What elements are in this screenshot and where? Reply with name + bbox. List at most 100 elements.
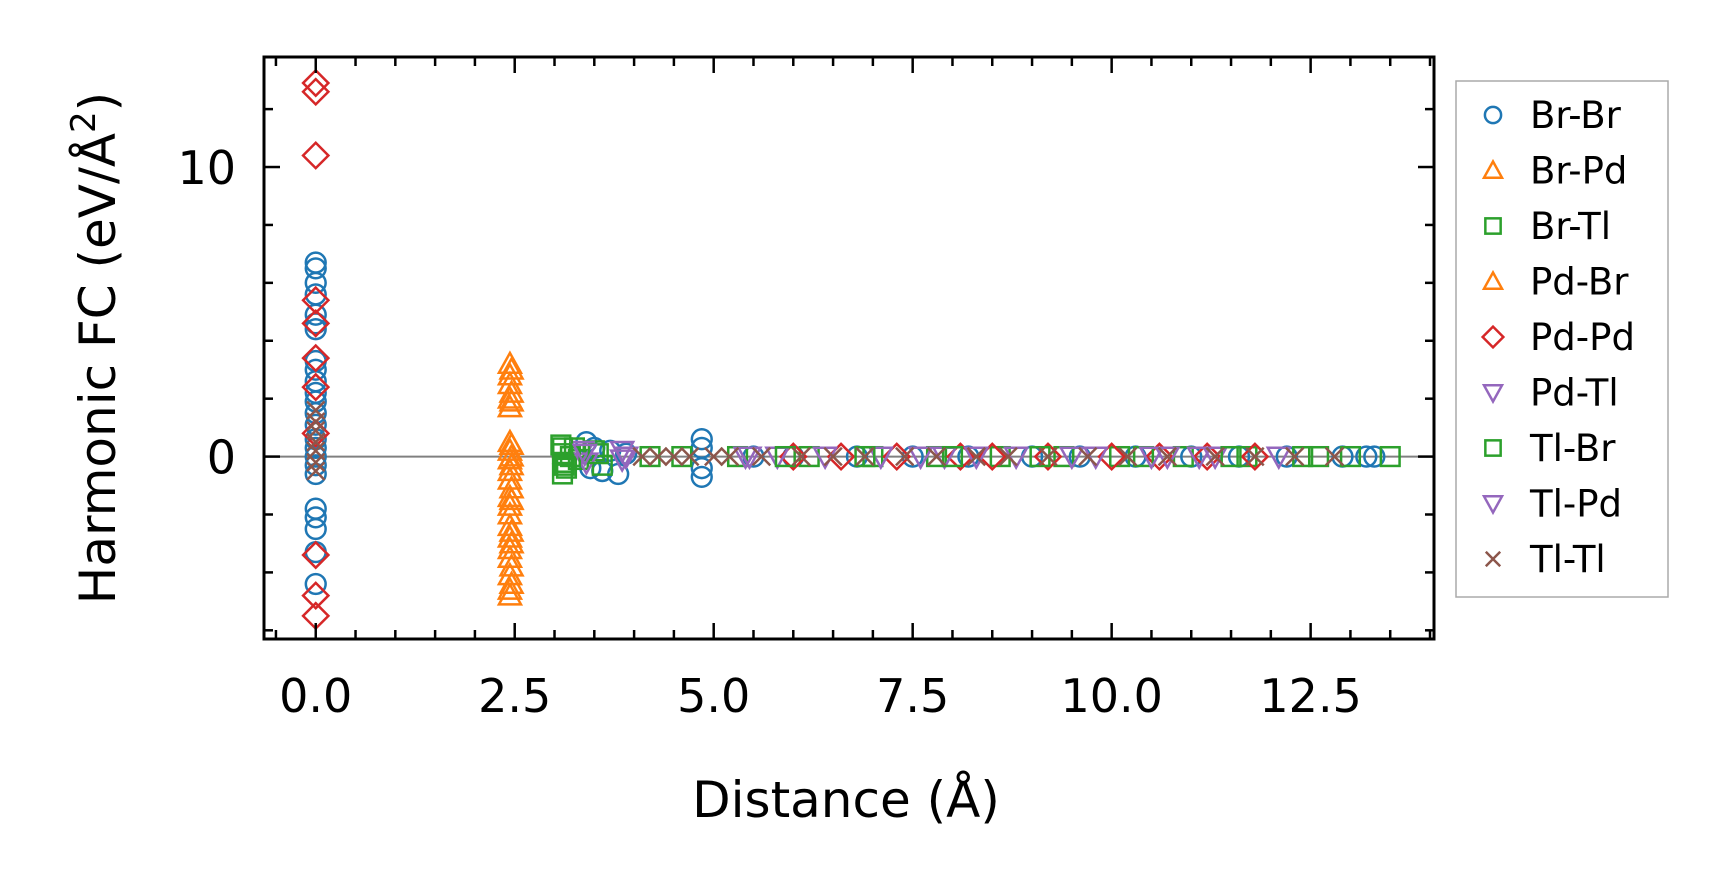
legend-label-tl-pd: Tl-Pd	[1529, 483, 1622, 526]
data-point	[1157, 446, 1178, 467]
data-point	[1324, 446, 1345, 467]
data-point	[301, 372, 331, 402]
data-point	[926, 446, 947, 467]
data-point	[498, 518, 525, 542]
data-point	[774, 445, 796, 468]
y-tick-label: 0	[207, 431, 236, 485]
data-point	[1355, 445, 1378, 468]
data-point	[591, 454, 613, 476]
data-point	[1240, 442, 1270, 471]
data-point	[791, 446, 811, 467]
data-point	[496, 581, 524, 606]
data-point	[690, 428, 713, 451]
data-point	[963, 446, 990, 471]
legend-marker-pd-br	[1481, 269, 1505, 290]
legend-label-pd-br: Pd-Br	[1530, 261, 1629, 304]
data-point	[1117, 446, 1138, 467]
legend-marker-pd-tl	[1481, 384, 1505, 405]
y-axis-label-superscript: 2	[64, 111, 104, 133]
data-point	[498, 529, 525, 554]
data-point	[966, 446, 987, 467]
data-point	[664, 446, 684, 467]
data-point	[304, 318, 327, 341]
data-point	[1339, 445, 1362, 468]
legend: Br-Br Br-Pd Br-Tl Pd-Br Pd-Pd Pd-Tl Tl-Br Tl-Pd…	[1455, 80, 1669, 598]
series-pd-pd	[301, 68, 1270, 631]
data-point	[498, 451, 525, 476]
x-tick-label: 10.0	[1060, 669, 1162, 723]
data-point	[306, 452, 326, 473]
data-point	[301, 343, 331, 373]
data-point	[854, 445, 876, 468]
data-point	[498, 387, 525, 412]
data-point	[306, 412, 326, 432]
data-point	[907, 446, 934, 471]
data-point	[719, 446, 740, 467]
data-point	[304, 454, 327, 477]
data-point	[304, 358, 327, 381]
data-point	[1307, 445, 1330, 468]
data-point	[301, 285, 331, 315]
data-point	[895, 446, 915, 467]
data-point	[301, 540, 331, 570]
data-point	[1138, 446, 1165, 471]
data-point	[301, 141, 331, 170]
legend-label-tl-br: Tl-Br	[1529, 427, 1616, 470]
legend-marker-pd-pd	[1480, 324, 1506, 350]
y-axis-label-close: )	[69, 92, 127, 112]
x-tick-label: 7.5	[876, 669, 949, 723]
data-point	[1205, 446, 1225, 467]
data-point	[496, 576, 524, 600]
legend-label-br-br: Br-Br	[1530, 94, 1622, 137]
data-point	[1363, 445, 1386, 468]
y-tick-label: 10	[177, 141, 236, 195]
series-tl-pd	[571, 443, 1292, 471]
legend-label-tl-tl: Tl-Tl	[1529, 538, 1606, 581]
data-point	[304, 257, 327, 280]
data-point	[632, 446, 652, 467]
legend-marker-tl-br	[1484, 439, 1502, 457]
data-point	[609, 449, 636, 474]
series-pd-br	[498, 356, 525, 595]
data-point	[690, 457, 713, 480]
data-point	[301, 581, 331, 610]
data-point	[587, 443, 609, 465]
data-point	[498, 474, 525, 499]
legend-items: Br-Br Br-Pd Br-Tl Pd-Br Pd-Pd Pd-Tl Tl-Br Tl-Pd…	[1480, 94, 1635, 581]
y-axis-label: Harmonic FC (eV/Å2)	[64, 92, 127, 604]
x-axis-label: Distance (Å)	[692, 771, 1000, 829]
data-point	[498, 379, 525, 403]
legend-label-pd-pd: Pd-Pd	[1530, 316, 1635, 359]
data-point	[1265, 446, 1292, 471]
data-point	[306, 461, 326, 481]
data-point	[1058, 446, 1085, 471]
legend-label-pd-tl: Pd-Tl	[1530, 372, 1619, 415]
data-point	[1144, 442, 1174, 471]
data-point	[823, 446, 843, 467]
data-point	[690, 465, 713, 489]
data-point	[304, 506, 327, 529]
data-point	[304, 517, 327, 541]
x-tick-label: 5.0	[677, 669, 750, 723]
data-point	[301, 308, 331, 338]
data-point	[1078, 446, 1098, 467]
tick-labels: 0.0 2.5 5.0 7.5 10.0 12.5 0 10	[177, 141, 1361, 723]
series-br-tl	[550, 434, 1401, 485]
data-point	[304, 436, 327, 460]
data-point	[496, 393, 524, 418]
data-point	[613, 446, 640, 471]
data-point	[648, 446, 668, 467]
series-br-br	[304, 251, 1386, 596]
legend-marker-tl-pd	[1481, 495, 1505, 516]
data-point	[304, 303, 327, 326]
plot-frame	[262, 55, 1436, 641]
x-tick-label: 2.5	[478, 669, 551, 723]
data-point	[304, 413, 327, 436]
data-point	[301, 68, 331, 98]
x-tick-label: 12.5	[1259, 669, 1361, 723]
data-point	[301, 77, 331, 107]
data-point	[498, 443, 525, 467]
data-point	[1033, 442, 1063, 471]
data-point	[736, 446, 763, 471]
